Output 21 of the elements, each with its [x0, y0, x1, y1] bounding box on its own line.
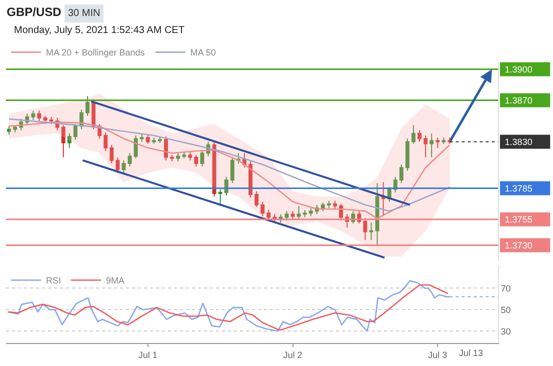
- y-tick-label: 1.3755: [504, 214, 532, 224]
- y-tick-label: 1.3730: [504, 240, 532, 250]
- x-tick-label: Jul 3: [428, 350, 448, 360]
- y-tick-label: 1.3870: [504, 95, 532, 106]
- y-tick-label: 1.3900: [504, 64, 532, 74]
- legend-label: 9MA: [106, 276, 125, 286]
- text: Jul 13: [459, 348, 484, 358]
- text: 30 MIN: [68, 8, 100, 19]
- y-tick-label: 1.3830: [504, 136, 532, 147]
- legend-label: MA 20 + Bollinger Bands: [46, 48, 146, 58]
- y-tick-label: 1.3785: [504, 183, 532, 194]
- y-tick-label: 50: [500, 304, 511, 315]
- y-tick-label: 70: [500, 283, 511, 294]
- x-tick-label: Jul 2: [283, 350, 302, 360]
- chart-subtitle: Monday, July 5, 2021 1:52:43 AM CET: [14, 25, 184, 36]
- x-tick-label: Jul 1: [138, 350, 158, 360]
- chart-title: GBP/USD: [6, 5, 62, 20]
- candlestick: [7, 126, 11, 135]
- legend-label: RSI: [46, 276, 62, 286]
- y-tick-label: 30: [500, 326, 511, 336]
- legend-label: MA 50: [190, 48, 216, 58]
